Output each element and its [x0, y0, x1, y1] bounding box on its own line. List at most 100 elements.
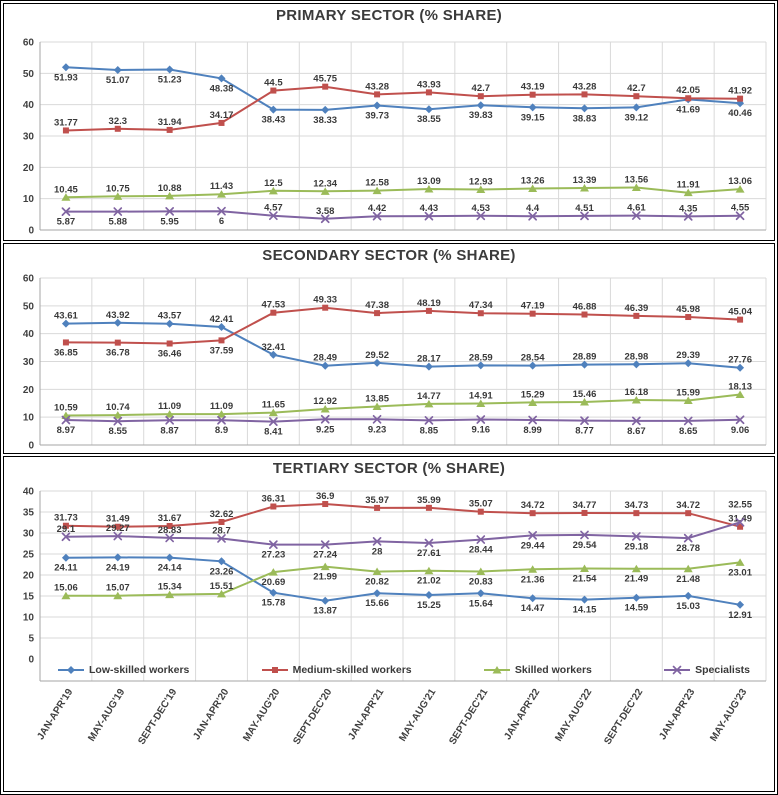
- data-label: 28.59: [469, 352, 493, 363]
- chart-title-secondary: SECONDARY SECTOR (% SHARE): [262, 247, 516, 264]
- legend-item-skilled-workers: Skilled workers: [483, 664, 592, 676]
- data-label: 46.39: [625, 303, 649, 314]
- series-low-skilled-workers: 51.93 51.07 51.23 48.38 38.43 38.33 39.73 38.55…: [54, 63, 752, 126]
- data-label: 32.41: [262, 342, 286, 353]
- data-label: 11.09: [158, 401, 181, 412]
- data-label: 15.07: [106, 583, 130, 594]
- data-label: 28.49: [313, 353, 337, 364]
- data-label: 43.28: [365, 81, 389, 92]
- data-label: 15.29: [521, 389, 545, 400]
- data-label: 16.18: [625, 387, 649, 398]
- y-tick-label: 40: [23, 100, 35, 111]
- data-label: 35.99: [417, 495, 441, 506]
- y-tick-label: 50: [23, 69, 35, 80]
- data-label: 51.07: [106, 75, 130, 86]
- data-label: 42.41: [210, 314, 234, 325]
- data-label: 15.78: [262, 598, 286, 609]
- data-label: 29.39: [676, 350, 700, 361]
- data-label: 28.7: [212, 526, 231, 537]
- data-label: 5.95: [160, 216, 179, 227]
- data-label: 21.48: [676, 574, 700, 585]
- y-tick-label: 0: [28, 655, 34, 666]
- data-label: 39.12: [625, 112, 649, 123]
- x-axis-label: JAN-APR'22: [501, 687, 542, 742]
- y-tick-label: 0: [28, 226, 34, 237]
- data-label: 31.67: [158, 513, 182, 524]
- data-label: 5.87: [57, 217, 76, 228]
- data-label: 5.88: [109, 217, 128, 228]
- data-label: 23.26: [210, 566, 234, 577]
- data-label: 41.69: [676, 104, 700, 115]
- data-label: 38.33: [313, 115, 337, 126]
- data-label: 32.62: [210, 509, 234, 520]
- gridlines: [39, 490, 767, 682]
- y-tick-label: 40: [23, 329, 35, 340]
- chart-title-tertiary: TERTIARY SECTOR (% SHARE): [272, 460, 506, 477]
- x-axis-label: SEPT-DEC'19: [135, 687, 179, 747]
- data-label: 42.7: [472, 83, 491, 94]
- series-skilled-workers: 10.45 10.75 10.88 11.43 12.5 12.34 12.58 13.09 1…: [54, 175, 752, 201]
- data-label: 13.85: [365, 394, 389, 405]
- data-label: 28.98: [625, 351, 649, 362]
- y-tick-label: 30: [23, 529, 35, 540]
- data-label: 27.24: [313, 550, 337, 561]
- tertiary-sector-chart: TERTIARY SECTOR (% SHARE) 0 5 10 15 20 25 30 35…: [3, 456, 775, 792]
- data-label: 29.18: [625, 541, 649, 552]
- legend-label: Medium-skilled workers: [292, 664, 412, 676]
- data-label: 12.91: [728, 610, 752, 621]
- data-label: 9.16: [472, 425, 491, 436]
- data-label: 35.07: [469, 499, 493, 510]
- data-label: 27.61: [417, 548, 441, 559]
- data-label: 47.34: [469, 300, 493, 311]
- data-label: 38.43: [262, 115, 286, 126]
- y-tick-label: 10: [23, 194, 35, 205]
- data-label: 13.87: [313, 606, 337, 617]
- y-tick-label: 30: [23, 357, 35, 368]
- data-label: 6: [219, 216, 224, 227]
- data-label: 36.31: [262, 494, 286, 505]
- y-tick-label: 10: [23, 613, 35, 624]
- data-label: 28.44: [469, 545, 493, 556]
- legend-item-medium-skilled-workers: Medium-skilled workers: [261, 664, 412, 676]
- data-label: 12.93: [469, 177, 493, 188]
- primary-sector-chart: PRIMARY SECTOR (% SHARE) 0 10 20 30 40 50 60 51…: [3, 3, 775, 241]
- data-label: 47.19: [521, 301, 545, 312]
- data-label: 15.06: [54, 583, 78, 594]
- series-medium-skilled-workers: 31.77 32.3 31.94 34.17 44.5 45.75 43.28 43.93 42…: [54, 74, 752, 134]
- x-axis-label: MAY-AUG'23: [708, 687, 750, 744]
- y-tick-label: 20: [23, 163, 35, 174]
- data-label: 12.58: [365, 178, 389, 189]
- y-tick-label: 20: [23, 571, 35, 582]
- x-axis-label: SEPT-DEC'20: [291, 687, 335, 747]
- data-label: 47.53: [262, 300, 286, 311]
- data-label: 4.42: [368, 203, 387, 214]
- data-label: 47.38: [365, 300, 389, 311]
- data-label: 8.87: [160, 425, 179, 436]
- data-label: 39.83: [469, 110, 493, 121]
- x-axis-label: MAY-AUG'22: [552, 687, 594, 744]
- x-axis-label: MAY-AUG'20: [241, 687, 283, 744]
- x-axis-labels: JAN-APR'19 MAY-AUG'19 SEPT-DEC'19 JAN-APR'2…: [4, 685, 774, 791]
- data-label: 9.23: [368, 424, 387, 435]
- data-label: 28.89: [573, 352, 597, 363]
- data-label: 13.39: [573, 175, 597, 186]
- data-label: 11.91: [677, 180, 701, 191]
- series-skilled-workers: 10.59 10.74 11.09 11.09 11.65 12.92 13.85 14.77…: [54, 382, 752, 420]
- y-tick-label: 5: [28, 634, 34, 645]
- data-label: 11.43: [210, 181, 233, 192]
- secondary-sector-chart: SECONDARY SECTOR (% SHARE) 0 10 20 30 40 50 60…: [3, 243, 775, 454]
- data-label: 28.78: [676, 543, 700, 554]
- data-label: 43.92: [106, 310, 130, 321]
- series-specialists: 8.97 8.55 8.87 8.9 8.41 9.25 9.23 8.85 9.16 8.99 8…: [57, 414, 749, 438]
- data-label: 48.38: [210, 83, 234, 94]
- data-label: 34.72: [676, 500, 700, 511]
- data-label: 15.25: [417, 600, 441, 611]
- data-label: 4.43: [420, 203, 439, 214]
- data-label: 12.92: [313, 396, 337, 407]
- data-label: 8.85: [420, 425, 439, 436]
- tertiary-plot-area: 0 5 10 15 20 25 30 35 40 24.11 24.19 24.14 23.26 15.7…: [4, 483, 774, 685]
- x-marker-icon: [664, 665, 691, 675]
- data-label: 12.34: [313, 178, 337, 189]
- data-label: 29.27: [106, 523, 130, 534]
- y-tick-label: 20: [23, 385, 35, 396]
